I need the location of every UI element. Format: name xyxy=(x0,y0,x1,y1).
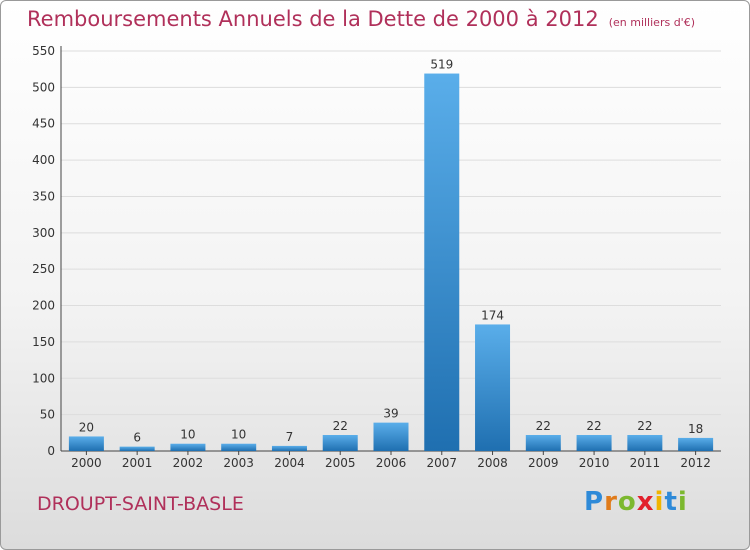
data-label: 7 xyxy=(286,430,294,444)
bars xyxy=(68,73,714,451)
data-label: 22 xyxy=(333,419,348,433)
y-tick-label: 50 xyxy=(40,408,55,422)
gridlines xyxy=(61,50,721,452)
y-tick-label: 0 xyxy=(47,444,55,458)
proxiti-logo: Proxiti xyxy=(584,487,688,517)
y-tick-label: 500 xyxy=(32,80,55,94)
y-tick-label: 200 xyxy=(32,299,55,313)
x-tick-label: 2005 xyxy=(325,456,356,470)
bar xyxy=(221,443,257,451)
bar xyxy=(119,446,155,451)
x-tick-label: 2004 xyxy=(274,456,305,470)
x-tick-label: 2002 xyxy=(173,456,204,470)
bar xyxy=(525,435,561,451)
logo-letter: P xyxy=(584,487,605,517)
logo-letter: x xyxy=(636,487,655,517)
chart-unit: (en milliers d'€) xyxy=(608,16,695,29)
bar xyxy=(271,445,307,451)
y-tick-label: 250 xyxy=(32,262,55,276)
y-tick-label: 350 xyxy=(32,189,55,203)
x-tick-label: 2011 xyxy=(630,456,661,470)
bar xyxy=(576,435,612,451)
data-label: 174 xyxy=(481,308,504,322)
bar xyxy=(373,422,409,451)
x-tick-labels: 2000 2001 2002 2003 2004 2005 2006 2007 2008 2009… xyxy=(71,451,711,470)
bar xyxy=(627,435,663,451)
data-label: 22 xyxy=(536,419,551,433)
bar xyxy=(68,436,104,451)
data-label: 6 xyxy=(133,431,141,445)
bar xyxy=(678,437,714,451)
commune-name: DROUPT-SAINT-BASLE xyxy=(37,493,244,515)
y-tick-label: 150 xyxy=(32,335,55,349)
data-label: 22 xyxy=(586,419,601,433)
bar xyxy=(475,324,511,451)
x-tick-label: 2009 xyxy=(528,456,559,470)
y-tick-label: 300 xyxy=(32,226,55,240)
x-tick-label: 2012 xyxy=(680,456,711,470)
x-tick-label: 2010 xyxy=(579,456,610,470)
x-tick-label: 2000 xyxy=(71,456,102,470)
bar xyxy=(424,73,460,451)
x-tick-label: 2007 xyxy=(426,456,457,470)
x-tick-label: 2006 xyxy=(376,456,407,470)
x-tick-label: 2003 xyxy=(223,456,254,470)
bar xyxy=(322,435,358,451)
x-tick-label: 2008 xyxy=(477,456,508,470)
bar xyxy=(170,443,206,451)
logo-letter: o xyxy=(617,487,637,517)
data-label: 10 xyxy=(231,428,246,442)
logo-letter: i xyxy=(654,487,665,517)
y-tick-label: 100 xyxy=(32,371,55,385)
y-tick-label: 550 xyxy=(32,44,55,58)
data-label: 20 xyxy=(79,420,94,434)
logo-letter: t xyxy=(664,487,678,517)
data-label: 18 xyxy=(688,422,703,436)
chart-title-text: Remboursements Annuels de la Dette de 20… xyxy=(27,7,599,31)
y-tick-label: 450 xyxy=(32,117,55,131)
chart-title: Remboursements Annuels de la Dette de 20… xyxy=(27,7,695,31)
y-tick-labels: 0 50 100 150 200 250 300 350 400 450 500 550 xyxy=(32,44,55,458)
data-label: 22 xyxy=(637,419,652,433)
data-label: 10 xyxy=(180,428,195,442)
data-label: 39 xyxy=(383,407,398,421)
logo-letter: r xyxy=(604,487,618,517)
axes xyxy=(60,46,721,452)
logo-letter: i xyxy=(677,487,688,517)
data-label: 519 xyxy=(430,58,453,72)
y-tick-label: 400 xyxy=(32,153,55,167)
x-tick-label: 2001 xyxy=(122,456,153,470)
data-labels: 20 6 10 10 7 22 39 519 174 22 22 22 18 xyxy=(79,58,704,445)
